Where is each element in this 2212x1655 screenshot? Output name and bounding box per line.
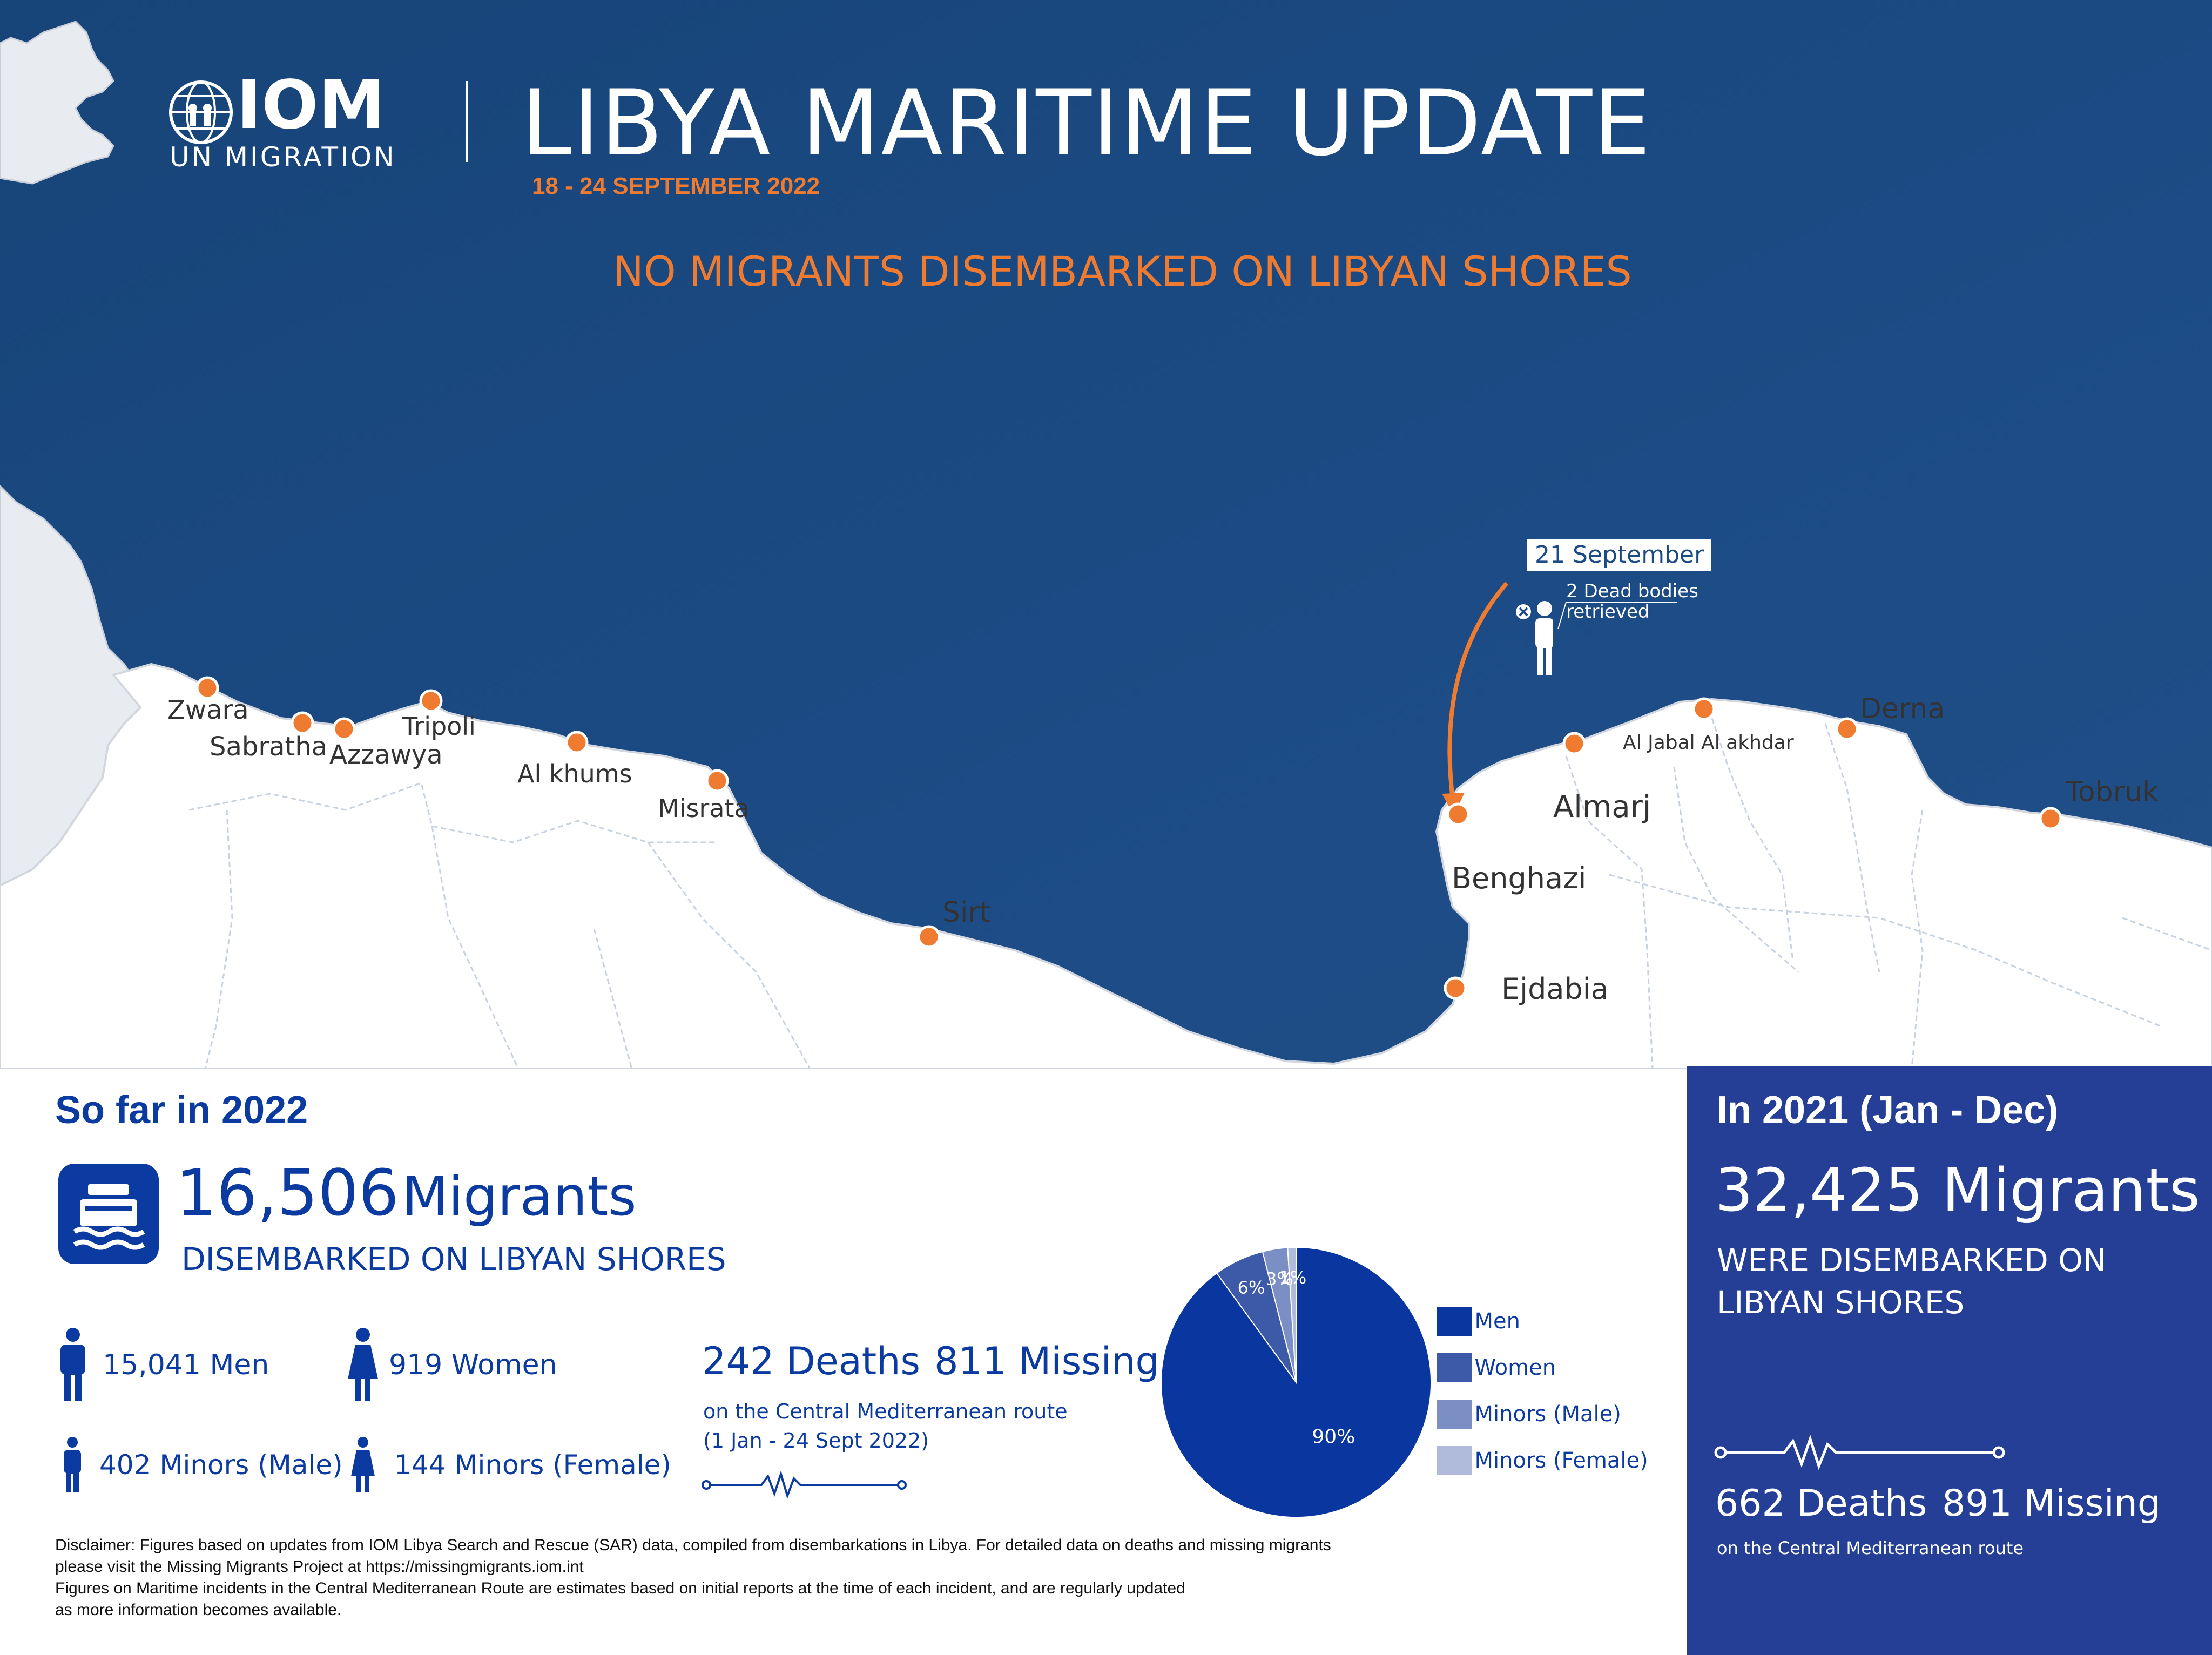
pie-label-minors-female: 1% <box>1279 1267 1306 1288</box>
city-marker-azzawya <box>332 717 356 741</box>
route-2021: on the Central Mediterranean route <box>1717 1538 2024 1558</box>
missing-2021: 891 Missing <box>1942 1482 2161 1525</box>
migrants-2022-count: 16,506 Migrants <box>176 1156 637 1230</box>
minors-female-count: 144 Minors (Female) <box>394 1449 671 1481</box>
libya-land <box>0 663 2212 1069</box>
deaths-2021: 662 Deaths <box>1715 1482 1927 1525</box>
deceased-person-icon <box>1516 601 1553 675</box>
boat-icon <box>58 1164 159 1264</box>
missing-2022: 811 Missing <box>934 1339 1159 1383</box>
route-2022-line1: on the Central Mediterranean route <box>703 1400 1068 1423</box>
legend-item-men: Men <box>1437 1307 1520 1336</box>
woman-icon <box>348 1328 378 1401</box>
city-label-derna: Derna <box>1860 693 1945 725</box>
men-count: 15,041 Men <box>103 1349 269 1381</box>
panel-2021: In 2021 (Jan - Dec) 32,425 Migrants WERE… <box>1687 1066 2212 1655</box>
disclaimer: Disclaimer: Figures based on updates fro… <box>55 1535 1331 1621</box>
migrants-2021-line2: LIBYAN SHORES <box>1717 1284 1965 1321</box>
city-marker-ejdabia <box>1444 976 1467 1000</box>
disclaimer-line4: as more information becomes available. <box>55 1601 342 1619</box>
legend-label-women: Women <box>1474 1355 1556 1380</box>
city-marker-al-jabal-al-akhdar <box>1692 697 1716 721</box>
heartbeat-line-2021 <box>1714 1435 2005 1470</box>
city-label-benghazi: Benghazi <box>1452 861 1587 895</box>
incident-date: 21 September <box>1535 541 1704 569</box>
minors-male-count: 402 Minors (Male) <box>99 1449 343 1481</box>
deaths-2022: 242 Deaths <box>702 1339 921 1383</box>
iom-logo-subtext: UN MIGRATION <box>170 141 396 173</box>
disclaimer-line3: Figures on Maritime incidents in the Cen… <box>55 1579 1185 1597</box>
legend-swatch-minors-female <box>1437 1446 1472 1475</box>
incident-description-line2: retrieved <box>1566 601 1650 623</box>
city-marker-tripoli <box>419 689 443 713</box>
migrants-2022-number: 16,506 <box>176 1156 399 1230</box>
disclaimer-line2: please visit the Missing Migrants Projec… <box>55 1558 584 1576</box>
city-label-sabratha: Sabratha <box>210 732 328 762</box>
city-label-al-khums: Al khums <box>517 759 632 788</box>
man-icon <box>60 1328 85 1401</box>
women-count: 919 Women <box>389 1349 557 1381</box>
demographic-pie-chart: 90% 6% 3%1% <box>1161 1246 1432 1518</box>
incident-description: 2 Dead bodies retrieved <box>1566 581 1698 622</box>
incident-description-line1: 2 Dead bodies <box>1566 580 1698 602</box>
city-markers <box>195 676 2062 1000</box>
tunisia-land <box>0 21 114 185</box>
city-marker-benghazi <box>1446 802 1470 826</box>
migrants-2021-line1: WERE DISEMBARKED ON <box>1717 1242 2107 1279</box>
city-label-al-jabal-al-akhdar: Al Jabal Al akhdar <box>1623 732 1794 754</box>
city-marker-al-khums <box>565 731 589 754</box>
legend-item-minors-male: Minors (Male) <box>1437 1400 1621 1429</box>
pie-label-minors-male: 3% <box>1266 1268 1293 1289</box>
city-marker-almarj <box>1562 732 1586 755</box>
legend-swatch-minors-male <box>1437 1400 1472 1429</box>
legend-item-women: Women <box>1437 1353 1556 1382</box>
pie-label-women: 6% <box>1238 1278 1265 1298</box>
boy-icon <box>64 1437 81 1492</box>
city-label-sirt: Sirt <box>942 896 991 929</box>
libya-coast-map <box>0 0 2212 1069</box>
year-2021-heading: In 2021 (Jan - Dec) <box>1717 1089 2059 1132</box>
city-label-misrata: Misrata <box>658 794 750 823</box>
legend-swatch-women <box>1437 1353 1472 1382</box>
incident-date-tag: 21 September <box>1526 537 1714 572</box>
girl-icon <box>351 1437 375 1492</box>
pie-slice-minors-female <box>1287 1246 1297 1383</box>
city-marker-derna <box>1835 717 1859 741</box>
pie-label-men: 90% <box>1312 1426 1355 1448</box>
migrants-2022-label: Migrants <box>401 1165 637 1228</box>
header-divider <box>466 81 468 162</box>
heartbeat-line-2022 <box>702 1470 907 1499</box>
iom-globe-logo <box>169 80 233 144</box>
city-marker-misrata <box>705 769 729 793</box>
legend-item-minors-female: Minors (Female) <box>1437 1446 1648 1475</box>
iom-logo-text: IOM <box>237 66 385 144</box>
city-label-tobruk: Tobruk <box>2066 776 2159 808</box>
headline: NO MIGRANTS DISEMBARKED ON LIBYAN SHORES <box>613 247 1632 295</box>
incident-arrow <box>1447 582 1509 800</box>
city-marker-sabratha <box>291 711 314 735</box>
legend-label-men: Men <box>1474 1309 1520 1334</box>
city-label-zwara: Zwara <box>167 695 249 725</box>
city-label-tripoli: Tripoli <box>402 712 476 741</box>
route-2022-line2: (1 Jan - 24 Sept 2022) <box>703 1429 929 1453</box>
city-marker-tobruk <box>2039 807 2062 830</box>
date-range: 18 - 24 SEPTEMBER 2022 <box>532 173 820 199</box>
migrants-2022-subtitle: DISEMBARKED ON LIBYAN SHORES <box>181 1241 726 1278</box>
legend-label-minors-female: Minors (Female) <box>1474 1448 1648 1473</box>
so-far-heading: So far in 2022 <box>55 1089 308 1132</box>
incident-leader-line <box>1557 602 1677 630</box>
city-marker-sirt <box>917 925 941 949</box>
page-title: LIBYA MARITIME UPDATE <box>521 70 1652 176</box>
district-boundaries <box>188 701 2212 1069</box>
disclaimer-line1: Disclaimer: Figures based on updates fro… <box>55 1536 1331 1554</box>
city-label-almarj: Almarj <box>1553 789 1651 825</box>
legend-swatch-men <box>1437 1307 1472 1336</box>
migrants-2021: 32,425 Migrants <box>1715 1156 2200 1225</box>
legend-label-minors-male: Minors (Male) <box>1474 1402 1621 1427</box>
city-marker-zwara <box>195 676 219 700</box>
city-label-azzawya: Azzawya <box>329 740 443 770</box>
city-label-ejdabia: Ejdabia <box>1501 972 1609 1006</box>
